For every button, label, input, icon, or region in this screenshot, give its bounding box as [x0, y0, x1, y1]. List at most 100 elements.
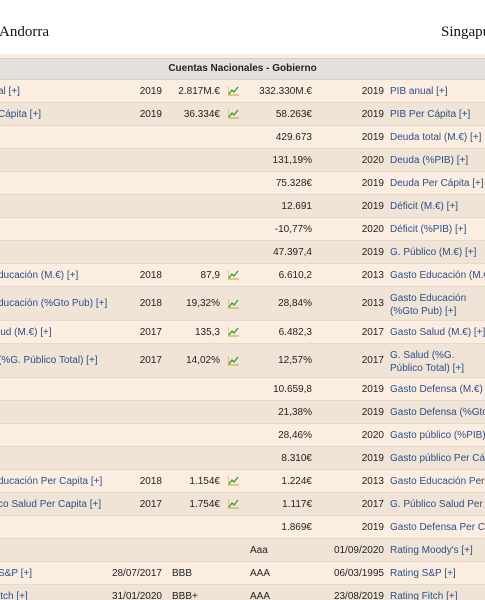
- trend-chart-icon[interactable]: [226, 264, 240, 286]
- left-indicator-link[interactable]: ducación Per Capita [+]: [0, 475, 103, 487]
- right-indicator-link[interactable]: G. Público Salud Per Capita [+]: [390, 498, 485, 510]
- right-year: 2019: [361, 131, 384, 143]
- left-value: 87,9: [200, 269, 220, 281]
- left-value: 2.817M.€: [178, 85, 220, 97]
- right-year: 2013: [361, 298, 384, 309]
- left-year: 2017: [139, 326, 162, 338]
- right-date: 23/08/2019: [333, 590, 384, 600]
- right-indicator-link[interactable]: Deuda (%PIB) [+]: [390, 154, 469, 166]
- table-row: (%G. Público Total) [+] 2017 14,02% 12,57% 2…: [0, 344, 485, 378]
- right-indicator-link[interactable]: Déficit (M.€) [+]: [390, 200, 459, 212]
- left-indicator-link[interactable]: (%G. Público Total) [+]: [0, 355, 98, 366]
- right-value: 131,19%: [272, 154, 312, 166]
- trend-chart-icon[interactable]: [226, 493, 240, 515]
- right-rating: Aaa: [250, 544, 268, 556]
- left-indicator-link[interactable]: ducación (M.€) [+]: [0, 269, 79, 281]
- trend-chart-icon[interactable]: [226, 80, 240, 102]
- right-indicator-link[interactable]: PIB Per Cápita [+]: [390, 108, 471, 120]
- table-row: 429.673 2019 Deuda total (M.€) [+]: [0, 126, 485, 149]
- left-year: 2019: [139, 108, 162, 120]
- indicator-table: al [+] 2019 2.817M.€ 332.330M.€ 2019 PIB anua…: [0, 80, 485, 600]
- left-date: 31/01/2020: [111, 590, 162, 600]
- table-row: 21,38% 2019 Gasto Defensa (%Gto Pub) [+]: [0, 401, 485, 424]
- right-year: 2017: [361, 498, 384, 510]
- table-row: 8.310€ 2019 Gasto público Per Cápita [+]: [0, 447, 485, 470]
- trend-chart-icon[interactable]: [226, 321, 240, 343]
- right-value: 1.224€: [281, 475, 312, 487]
- table-row: ducación (M.€) [+] 2018 87,9 6.610,2 2013 Gas…: [0, 264, 485, 287]
- left-rating: BBB: [172, 567, 193, 579]
- left-indicator-link[interactable]: Cápita [+]: [0, 108, 42, 120]
- table-row: ducación (%Gto Pub) [+] 2018 19,32% 28,84% 2…: [0, 287, 485, 321]
- right-indicator-link[interactable]: Gasto público (%PIB) [+]: [390, 429, 485, 441]
- left-value: 14,02%: [186, 355, 220, 366]
- table-row: Aaa 01/09/2020 Rating Moody's [+]: [0, 539, 485, 562]
- trend-chart-icon[interactable]: [226, 470, 240, 492]
- left-indicator-link[interactable]: S&P [+]: [0, 567, 33, 579]
- right-year: 2019: [361, 85, 384, 97]
- right-year: 2019: [361, 406, 384, 418]
- right-value: 332.330M.€: [259, 85, 312, 97]
- left-indicator-link[interactable]: co Salud Per Capita [+]: [0, 498, 102, 510]
- right-indicator-link[interactable]: Gasto público Per Cápita [+]: [390, 452, 485, 464]
- table-row: S&P [+] 28/07/2017 BBB AAA 06/03/1995 Rating …: [0, 562, 485, 585]
- left-value: 36.334€: [183, 108, 220, 120]
- right-value: 6.610,2: [278, 269, 312, 281]
- section-header: Cuentas Nacionales - Gobierno: [0, 58, 485, 80]
- right-indicator-link[interactable]: Gasto Defensa (%Gto Pub) [+]: [390, 406, 485, 418]
- trend-chart-icon[interactable]: [226, 103, 240, 125]
- left-rating: BBB+: [172, 590, 198, 600]
- right-value: 21,38%: [278, 406, 312, 418]
- right-indicator-link[interactable]: Gasto Defensa (M.€) [+]: [390, 383, 485, 395]
- left-year: 2019: [139, 85, 162, 97]
- right-indicator-link[interactable]: G. Salud (%G. Público Total) [+]: [390, 350, 465, 374]
- right-value: 28,84%: [278, 298, 312, 309]
- trend-chart-icon[interactable]: [226, 344, 240, 377]
- left-indicator-link[interactable]: lud (M.€) [+]: [0, 326, 52, 338]
- trend-chart-icon[interactable]: [226, 287, 240, 320]
- left-year: 2017: [139, 355, 162, 366]
- left-indicator-link[interactable]: al [+]: [0, 85, 20, 97]
- right-indicator-link[interactable]: Deuda total (M.€) [+]: [390, 131, 482, 143]
- right-year: 2020: [361, 154, 384, 166]
- right-indicator-link[interactable]: Déficit (%PIB) [+]: [390, 223, 467, 235]
- right-indicator-link[interactable]: G. Público (M.€) [+]: [390, 246, 477, 258]
- right-value: 8.310€: [281, 452, 312, 464]
- right-indicator-link[interactable]: Gasto Educación Per Capita [+]: [390, 475, 485, 487]
- right-year: 2019: [361, 108, 384, 120]
- table-row: 28,46% 2020 Gasto público (%PIB) [+]: [0, 424, 485, 447]
- right-date: 06/03/1995: [333, 567, 384, 579]
- left-value: 1.754€: [189, 498, 220, 510]
- right-indicator-link[interactable]: Deuda Per Cápita [+]: [390, 177, 484, 189]
- right-year: 2019: [361, 521, 384, 533]
- right-year: 2020: [361, 429, 384, 441]
- left-value: 1.154€: [189, 475, 220, 487]
- left-indicator-link[interactable]: itch [+]: [0, 590, 28, 600]
- table-row: co Salud Per Capita [+] 2017 1.754€ 1.117€ 2…: [0, 493, 485, 516]
- right-indicator-link[interactable]: Gasto Defensa Per Capita [+]: [390, 521, 485, 533]
- right-value: 1.117€: [282, 498, 312, 510]
- table-row: lud (M.€) [+] 2017 135,3 6.482,3 2017 Gasto S…: [0, 321, 485, 344]
- right-value: 58.263€: [275, 108, 312, 120]
- left-indicator-link[interactable]: ducación (%Gto Pub) [+]: [0, 298, 108, 309]
- right-indicator-link[interactable]: Rating Moody's [+]: [390, 544, 473, 556]
- right-indicator-link[interactable]: Gasto Educación (M.€) [+]: [390, 269, 485, 281]
- right-indicator-link[interactable]: Gasto Educación (%Gto Pub) [+]: [390, 293, 467, 317]
- left-year: 2018: [139, 298, 162, 309]
- table-row: 12.691 2019 Déficit (M.€) [+]: [0, 195, 485, 218]
- right-year: 2019: [361, 200, 384, 212]
- right-value: 12,57%: [278, 355, 312, 366]
- right-value: 75.328€: [275, 177, 312, 189]
- right-indicator-link[interactable]: Gasto Salud (M.€) [+]: [390, 326, 485, 338]
- right-indicator-link[interactable]: Rating Fitch [+]: [390, 590, 458, 600]
- right-year: 2019: [361, 177, 384, 189]
- right-indicator-link[interactable]: PIB anual [+]: [390, 85, 448, 97]
- left-value: 135,3: [194, 326, 220, 338]
- right-year: 2013: [361, 475, 384, 487]
- right-value: 10.659,8: [273, 383, 312, 395]
- table-row: -10,77% 2020 Déficit (%PIB) [+]: [0, 218, 485, 241]
- right-year: 2019: [361, 383, 384, 395]
- right-year: 2017: [361, 326, 384, 338]
- right-indicator-link[interactable]: Rating S&P [+]: [390, 567, 456, 579]
